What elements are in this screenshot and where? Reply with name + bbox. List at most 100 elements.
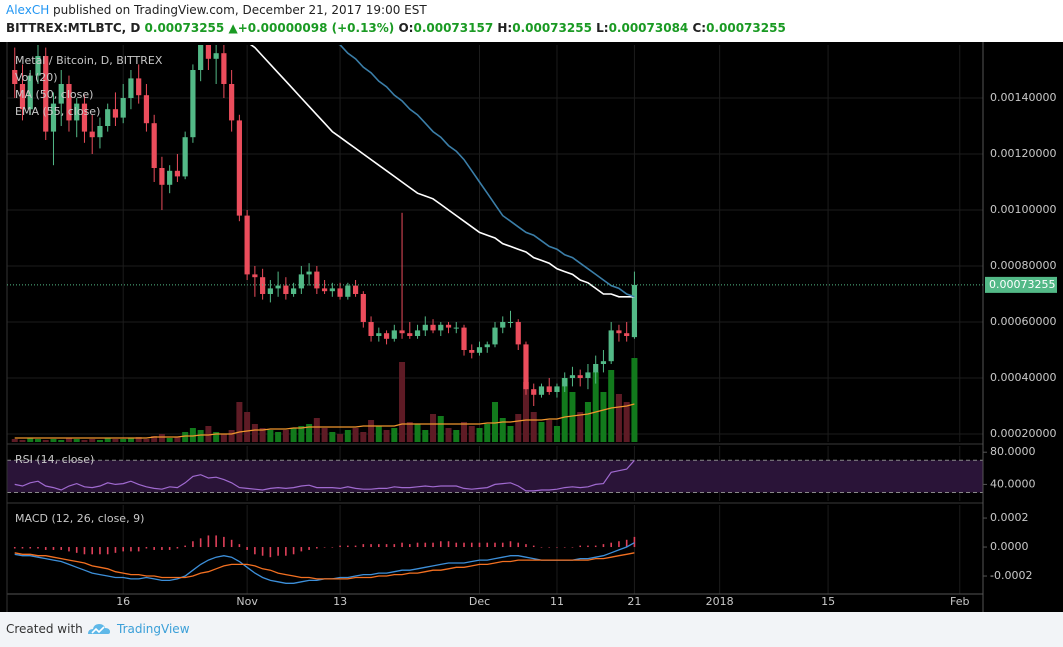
histogram-bar [300, 547, 303, 552]
histogram-bar [579, 545, 582, 548]
volume-bar [143, 439, 150, 442]
histogram-bar [292, 547, 295, 555]
author[interactable]: AlexCH [6, 3, 50, 17]
y-tick-label: 40.0000 [990, 477, 1036, 490]
volume-bar [577, 412, 584, 442]
candle-body [484, 344, 490, 348]
histogram-bar [571, 547, 574, 548]
volume-bar [538, 422, 545, 442]
candle-body [399, 330, 405, 334]
volume-bar [476, 428, 483, 442]
volume-bar [515, 414, 522, 442]
candle-body [35, 56, 41, 76]
histogram-bar [625, 539, 628, 548]
histogram-bar [354, 545, 357, 548]
candle-body [174, 170, 181, 177]
volume-bar [584, 402, 591, 442]
y-tick-label: 0.00040000 [990, 371, 1056, 384]
histogram-bar [447, 541, 450, 548]
candle-body [414, 330, 421, 336]
volume-bar [391, 428, 398, 442]
histogram-bar [432, 542, 434, 548]
volume-bar [120, 439, 127, 442]
volume-bar [244, 412, 251, 442]
created-with: Created with [6, 622, 83, 636]
ohlc-value: 0.00073255 [706, 21, 786, 35]
volume-bar [96, 440, 103, 442]
histogram-bar [223, 536, 225, 548]
volume-bar [553, 426, 560, 442]
candle-body [445, 324, 452, 328]
histogram-bar [525, 544, 527, 548]
histogram-bar [486, 542, 489, 548]
symbol-line: BITTREX:MTLBTC, D 0.00073255 ▲+0.0000009… [6, 21, 786, 35]
volume-bar [623, 402, 630, 442]
volume-bar [546, 420, 553, 442]
candle-body [593, 363, 599, 373]
logo[interactable] [86, 621, 112, 637]
histogram-bar [13, 547, 16, 549]
volume-bar [81, 440, 88, 442]
histogram-bar [610, 542, 612, 548]
candle-body [360, 293, 366, 322]
histogram-bar [509, 541, 512, 548]
histogram-bar [137, 547, 140, 552]
chart-background [0, 42, 1063, 612]
x-tick-label: 15 [821, 595, 835, 608]
volume-bar [631, 358, 638, 442]
histogram-bar [633, 536, 636, 548]
histogram-bar [68, 547, 70, 552]
ohlc-label: O: [398, 21, 414, 35]
candle-body [159, 168, 165, 185]
candle-body [252, 274, 258, 278]
volume-bar [275, 432, 282, 442]
candle-body [562, 377, 568, 387]
histogram-bar [602, 544, 605, 548]
candle-body [50, 103, 57, 132]
candle-body [298, 274, 304, 289]
histogram-bar [501, 542, 504, 548]
arrow: ▲ [228, 21, 238, 35]
candle-body [515, 321, 521, 345]
candle-body [538, 386, 545, 395]
candle-body [438, 324, 444, 331]
brand[interactable]: TradingView [117, 622, 190, 636]
histogram-bar [199, 538, 202, 548]
candle-body [143, 95, 150, 124]
y-tick-label: 0.0002 [990, 511, 1029, 524]
histogram-bar [238, 544, 241, 548]
volume-bar [228, 430, 235, 442]
volume-bar [182, 432, 189, 442]
candle-body [500, 321, 506, 328]
candle-body [554, 386, 560, 392]
candle-body [89, 131, 95, 138]
histogram-bar [75, 547, 78, 553]
candle-body [182, 137, 188, 177]
histogram-bar [563, 547, 566, 548]
candle-body [376, 333, 382, 336]
histogram-bar [323, 547, 326, 548]
x-tick-label: Feb [950, 595, 969, 608]
volume-bar [298, 426, 305, 442]
candle-body [120, 98, 126, 118]
volume-bar [360, 432, 367, 442]
volume-bar [158, 434, 165, 442]
histogram-bar [60, 547, 63, 550]
volume-bar [530, 412, 537, 442]
y-tick-label: 0.00120000 [990, 147, 1056, 160]
histogram-bar [145, 547, 148, 549]
candle-body [383, 333, 390, 339]
volume-ma-line [14, 403, 635, 439]
histogram-bar [277, 547, 279, 556]
histogram-bar [269, 547, 272, 558]
histogram-bar [517, 542, 520, 548]
legend: Metal / Bitcoin, D, BITTREX Vol (20) MA … [15, 54, 163, 525]
candle-body [260, 277, 266, 294]
volume-bar [197, 430, 204, 442]
histogram-bar [408, 544, 411, 548]
logo-line [91, 626, 105, 634]
volume-bar [437, 416, 444, 442]
histogram-bar [463, 542, 465, 548]
candle-body [531, 389, 537, 395]
